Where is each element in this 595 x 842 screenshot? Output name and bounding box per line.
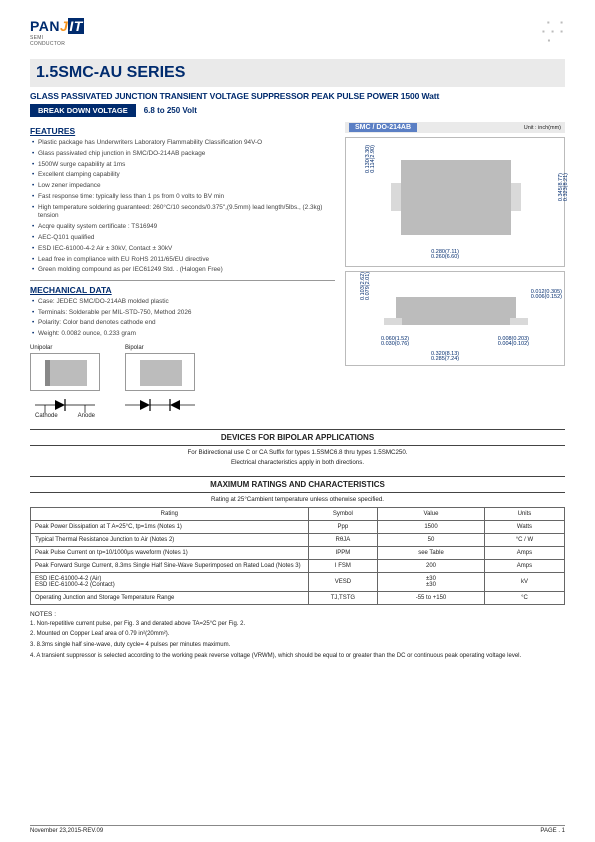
logo-it: IT bbox=[68, 18, 83, 34]
feature-item: Excellent clamping capability bbox=[32, 171, 335, 179]
ratings-col-rating: Rating bbox=[31, 507, 309, 520]
bipolar-note-1: For Bidirectional use C or CA Suffix for… bbox=[30, 449, 565, 456]
logo: PANJIT bbox=[30, 18, 84, 34]
feature-item: Fast response time: typically less than … bbox=[32, 193, 335, 201]
feature-item: Acqre quality system certificate : TS169… bbox=[32, 223, 335, 231]
package-unit-label: Unit : inch(mm) bbox=[524, 125, 561, 131]
mechanical-list: Case: JEDEC SMC/DO-214AB molded plastic … bbox=[30, 298, 335, 339]
feature-item: High temperature soldering guaranteed: 2… bbox=[32, 204, 335, 221]
feature-item: Green molding compound as per IEC61249 S… bbox=[32, 266, 335, 274]
feature-item: Glass passivated chip junction in SMC/DO… bbox=[32, 150, 335, 158]
anode-label: Anode bbox=[78, 413, 95, 419]
note-item: 4. A transient suppressor is selected ac… bbox=[30, 653, 565, 661]
features-list: Plastic package has Underwriters Laborat… bbox=[30, 139, 335, 275]
ratings-col-units: Units bbox=[484, 507, 564, 520]
feature-item: AEC-Q101 qualified bbox=[32, 234, 335, 242]
product-description-line: GLASS PASSIVATED JUNCTION TRANSIENT VOLT… bbox=[30, 91, 565, 101]
bipolar-symbol-icon bbox=[125, 397, 195, 413]
note-item: 1. Non-repetitive current pulse, per Fig… bbox=[30, 621, 565, 629]
ratings-col-value: Value bbox=[378, 507, 485, 520]
footer-page: PAGE . 1 bbox=[540, 828, 565, 834]
features-heading: FEATURES bbox=[30, 126, 335, 136]
package-top-drawing: 0.130(3.30)0.114(2.90) 0.345(8.77)0.323(… bbox=[345, 137, 565, 267]
footer-date: November 23,2015-REV.09 bbox=[30, 828, 103, 834]
bipolar-section-heading: DEVICES FOR BIPOLAR APPLICATIONS bbox=[30, 429, 565, 446]
ratings-table: Rating Symbol Value Units Peak Power Dis… bbox=[30, 507, 565, 605]
maxratings-heading: MAXIMUM RATINGS AND CHARACTERISTICS bbox=[30, 476, 565, 493]
feature-item: Lead free in compliance with EU RoHS 201… bbox=[32, 256, 335, 264]
breakdown-voltage-range: 6.8 to 250 Volt bbox=[144, 106, 197, 115]
ratings-col-symbol: Symbol bbox=[308, 507, 377, 520]
table-row: Peak Pulse Current on tp=10/1000μs wavef… bbox=[31, 546, 565, 559]
mech-item: Case: JEDEC SMC/DO-214AB molded plastic bbox=[32, 298, 335, 306]
bipolar-block: Bipolar bbox=[125, 345, 195, 413]
unipolar-block: Unipolar Cathode Anode bbox=[30, 345, 100, 419]
breakdown-voltage-row: BREAK DOWN VOLTAGE 6.8 to 250 Volt bbox=[30, 104, 565, 117]
mech-item: Polarity: Color band denotes cathode end bbox=[32, 319, 335, 327]
mech-item: Weight: 0.0082 ounce, 0.233 gram bbox=[32, 330, 335, 338]
logo-pan: PAN bbox=[30, 18, 60, 34]
mechanical-heading: MECHANICAL DATA bbox=[30, 285, 335, 295]
note-item: 3. 8.3ms single half sine-wave, duty cyc… bbox=[30, 642, 565, 650]
note-item: 2. Mounted on Copper Leaf area of 0.79 i… bbox=[30, 631, 565, 639]
notes-heading: NOTES : bbox=[30, 611, 565, 618]
series-title-band: 1.5SMC-AU SERIES bbox=[30, 59, 565, 87]
logo-block: PANJIT SEMI CONDUCTOR bbox=[30, 18, 84, 47]
table-row: Peak Power Dissipation at T A=25°C, tp=1… bbox=[31, 520, 565, 533]
series-title: 1.5SMC-AU SERIES bbox=[36, 64, 559, 82]
table-row: ESD IEC-61000-4-2 (Air) ESD IEC-61000-4-… bbox=[31, 572, 565, 591]
feature-item: Low zener impedance bbox=[32, 182, 335, 190]
unipolar-label: Unipolar bbox=[30, 345, 100, 351]
package-title-band: SMC / DO-214AB Unit : inch(mm) bbox=[345, 122, 565, 133]
breakdown-voltage-label: BREAK DOWN VOLTAGE bbox=[30, 104, 136, 117]
unipolar-symbol-icon bbox=[30, 397, 100, 413]
polarity-diagrams: Unipolar Cathode Anode Bipolar bbox=[30, 345, 335, 419]
feature-item: ESD IEC-61000-4-2 Air ± 30kV, Contact ± … bbox=[32, 245, 335, 253]
table-row: Operating Junction and Storage Temperatu… bbox=[31, 591, 565, 604]
feature-item: 1500W surge capability at 1ms bbox=[32, 161, 335, 169]
page-footer: November 23,2015-REV.09 PAGE . 1 bbox=[30, 825, 565, 834]
header: PANJIT SEMI CONDUCTOR ▪ ▪▪ ▪ ▪▪ bbox=[30, 18, 565, 47]
logo-subtitle: SEMI CONDUCTOR bbox=[30, 35, 84, 47]
package-side-drawing: 0.103(2.62)0.079(2.01) 0.012(0.305)0.006… bbox=[345, 271, 565, 366]
bipolar-label: Bipolar bbox=[125, 345, 195, 351]
package-type-label: SMC / DO-214AB bbox=[349, 123, 417, 132]
bipolar-package-icon bbox=[125, 353, 195, 391]
decorative-dots: ▪ ▪▪ ▪ ▪▪ bbox=[542, 18, 565, 45]
bipolar-note-2: Electrical characteristics apply in both… bbox=[30, 459, 565, 466]
table-row: Typical Thermal Resistance Junction to A… bbox=[31, 533, 565, 546]
mech-item: Terminals: Solderable per MIL-STD-750, M… bbox=[32, 309, 335, 317]
cathode-label: Cathode bbox=[35, 413, 58, 419]
unipolar-package-icon bbox=[30, 353, 100, 391]
feature-item: Plastic package has Underwriters Laborat… bbox=[32, 139, 335, 147]
maxratings-note: Rating at 25°Cambient temperature unless… bbox=[30, 496, 565, 503]
table-row: Peak Forward Surge Current, 8.3ms Single… bbox=[31, 559, 565, 572]
